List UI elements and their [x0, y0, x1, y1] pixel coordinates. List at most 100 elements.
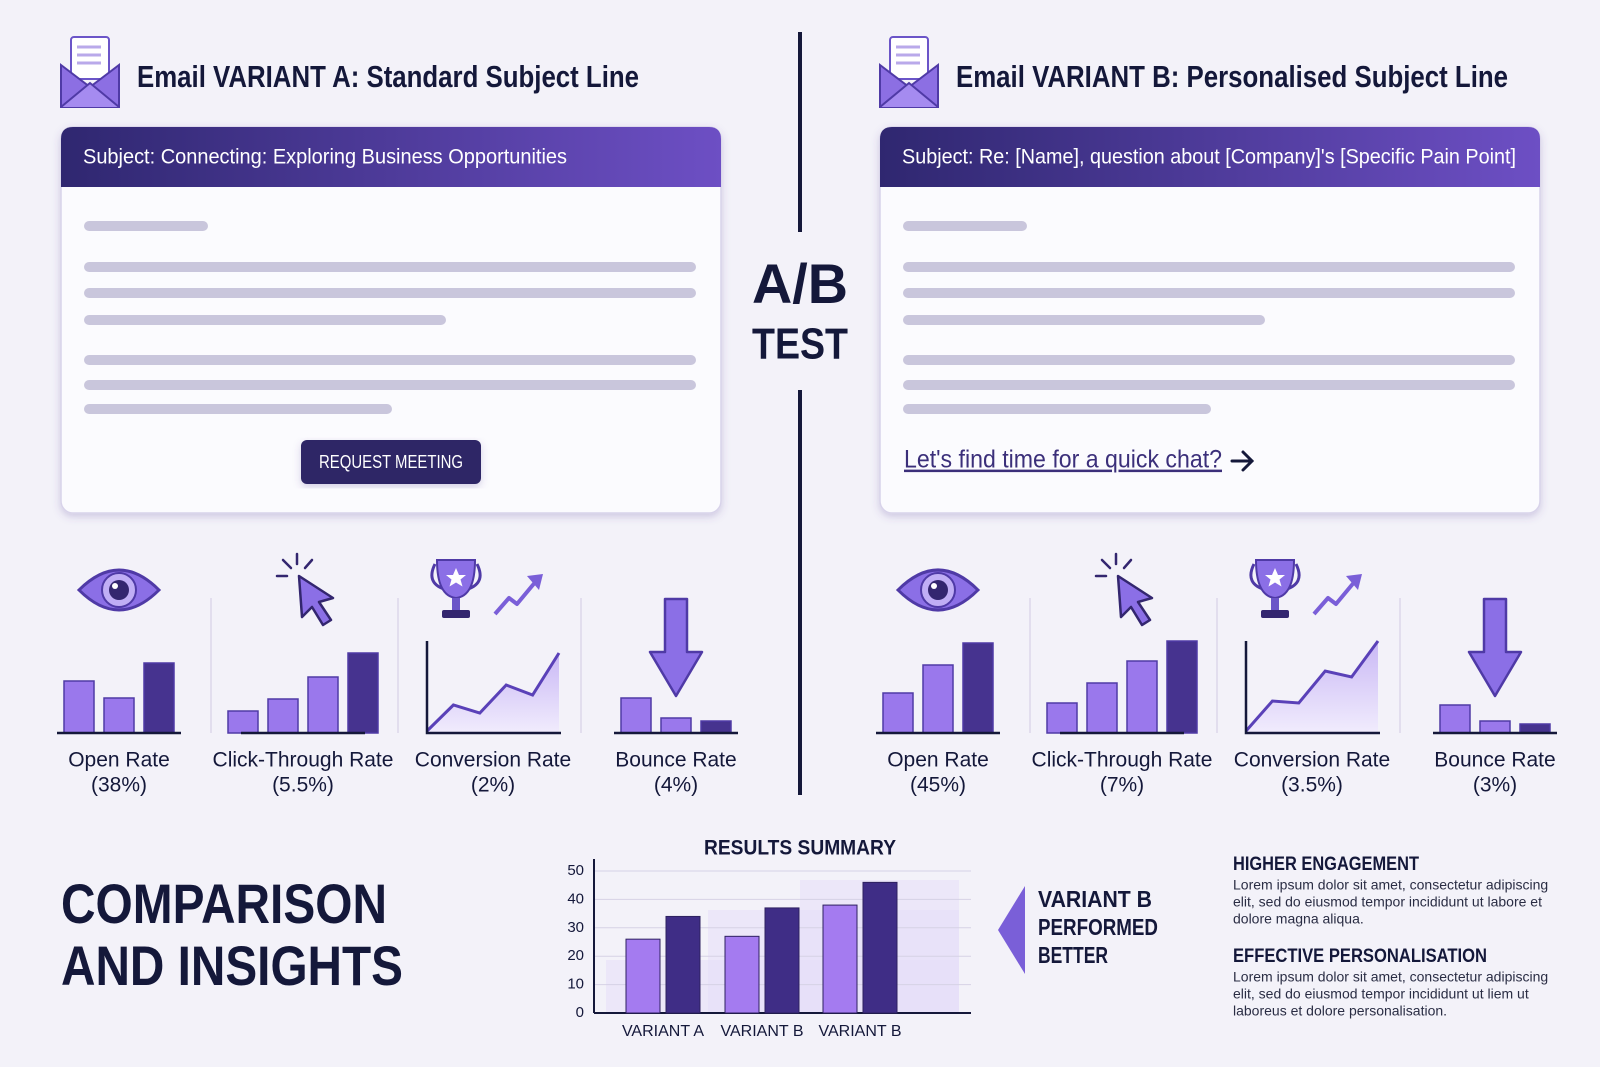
trophy-stem — [1271, 598, 1279, 610]
metric-value: (7%) — [1100, 774, 1144, 797]
icon-area — [427, 653, 559, 733]
variant-title: Email VARIANT B: Personalised Subject Li… — [956, 59, 1508, 94]
icon-bar — [1046, 702, 1078, 734]
envelope-flap — [60, 81, 120, 108]
email-header — [880, 127, 1540, 187]
eye-glint — [112, 583, 118, 589]
text-placeholder — [84, 315, 446, 325]
down-arrow — [648, 597, 704, 698]
icon-axis — [425, 641, 561, 735]
y-tick-label: 30 — [567, 919, 584, 936]
metric-name: Conversion Rate — [1234, 749, 1390, 772]
text-placeholder — [84, 262, 696, 272]
chart-title: RESULTS SUMMARY — [704, 837, 896, 860]
text-placeholder — [903, 380, 1515, 390]
variant-title: Email VARIANT A: Standard Subject Line — [137, 59, 639, 94]
icon-bar — [962, 642, 994, 734]
cursor-icon — [297, 574, 335, 627]
metric-name: Bounce Rate — [615, 749, 736, 772]
icon-bar — [267, 698, 299, 734]
icon-bar — [620, 697, 652, 734]
icon-bar — [1126, 660, 1158, 734]
eye-pupil — [109, 580, 129, 600]
trend-head — [1346, 574, 1362, 590]
eye-glint — [931, 583, 937, 589]
test-label: TEST — [752, 320, 848, 369]
metric-value: (3.5%) — [1281, 774, 1343, 797]
text-placeholder — [903, 262, 1515, 272]
text-placeholder — [903, 288, 1515, 298]
icon-line — [425, 652, 561, 733]
insight-text: laboreus et dolore personalisation. — [1233, 1003, 1447, 1019]
email-subject: Subject: Connecting: Exploring Business … — [83, 146, 567, 169]
metric-value: (4%) — [654, 774, 698, 797]
metric-value: (2%) — [471, 774, 515, 797]
cursor-spark — [281, 558, 293, 570]
metric-name: Conversion Rate — [415, 749, 571, 772]
metric-name: Open Rate — [68, 749, 170, 772]
x-tick-label: VARIANT A — [622, 1023, 704, 1040]
insight-text: Lorem ipsum dolor sit amet, consectetur … — [1233, 969, 1548, 985]
bar — [665, 915, 701, 1014]
text-placeholder — [84, 288, 696, 298]
icon-bar — [1519, 723, 1551, 734]
bar — [724, 935, 760, 1014]
icon-bar — [227, 710, 259, 734]
cursor-icon — [1116, 574, 1154, 627]
cursor-spark — [303, 558, 314, 570]
metric-name: Open Rate — [887, 749, 989, 772]
icon-bar — [1479, 720, 1511, 734]
link-arrow — [1230, 450, 1255, 472]
y-tick-label: 20 — [567, 947, 584, 964]
callout-text: PERFORMED — [1038, 914, 1158, 940]
bar — [862, 881, 898, 1014]
envelope-paper — [70, 36, 110, 80]
trend-arrow — [493, 578, 539, 616]
down-arrow — [1467, 597, 1523, 698]
icon-bar — [347, 652, 379, 734]
callout-arrow — [998, 886, 1025, 974]
insight-heading: EFFECTIVE PERSONALISATION — [1233, 946, 1487, 967]
text-placeholder — [84, 355, 696, 365]
cta-link[interactable]: Let's find time for a quick chat? — [904, 446, 1222, 474]
insight-text: elit, sed do eiusmod tempor incididunt u… — [1233, 894, 1542, 910]
x-tick-label: VARIANT B — [721, 1023, 804, 1040]
icon-bar — [1439, 704, 1471, 734]
metric-value: (45%) — [910, 774, 966, 797]
trend-arrow — [1312, 578, 1358, 616]
icon-bar — [700, 720, 732, 734]
icon-bar — [882, 692, 914, 734]
metric-name: Bounce Rate — [1434, 749, 1555, 772]
trophy-base — [442, 610, 470, 618]
email-header — [61, 127, 721, 187]
cursor-spark — [1122, 558, 1133, 570]
cta-button-label[interactable]: REQUEST MEETING — [319, 452, 463, 472]
insight-text: dolore magna aliqua. — [1233, 911, 1364, 927]
eye-pupil — [928, 580, 948, 600]
ab-label: A/B — [752, 252, 848, 315]
text-placeholder — [903, 404, 1211, 414]
icon-bar — [1166, 640, 1198, 734]
trophy-star — [446, 568, 466, 587]
text-placeholder — [903, 221, 1027, 231]
cursor-spark — [1100, 558, 1112, 570]
x-tick-label: VARIANT B — [819, 1023, 902, 1040]
section-heading: AND INSIGHTS — [61, 934, 403, 997]
section-heading: COMPARISON — [61, 872, 387, 935]
icon-bar — [1086, 682, 1118, 734]
bar — [822, 904, 858, 1014]
bar — [625, 938, 661, 1014]
trophy-stem — [452, 598, 460, 610]
y-tick-label: 40 — [567, 890, 584, 907]
insight-heading: HIGHER ENGAGEMENT — [1233, 854, 1419, 875]
icon-bar — [103, 697, 135, 734]
cta-button[interactable] — [301, 440, 481, 484]
metric-value: (38%) — [91, 774, 147, 797]
icon-axis — [1244, 641, 1380, 735]
icon-bar — [307, 676, 339, 734]
bar — [764, 907, 800, 1014]
y-tick-label: 10 — [567, 976, 584, 993]
trend-head — [527, 574, 543, 590]
icon-bar — [63, 680, 95, 734]
